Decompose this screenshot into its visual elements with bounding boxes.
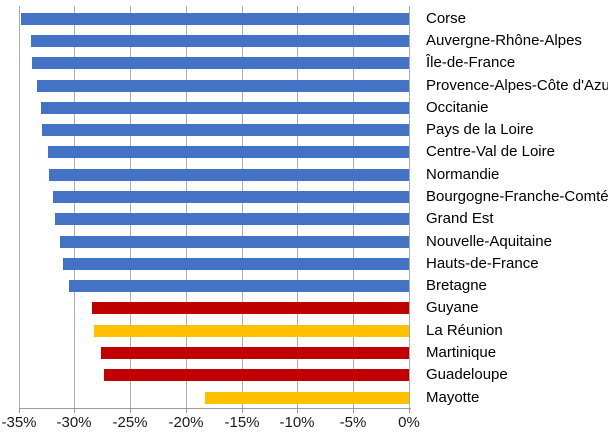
bar bbox=[63, 258, 409, 270]
x-axis-tick bbox=[186, 408, 187, 413]
bar bbox=[92, 302, 409, 314]
category-label: Occitanie bbox=[426, 99, 489, 116]
gridline bbox=[409, 6, 410, 408]
gridline bbox=[353, 6, 354, 408]
bar bbox=[37, 80, 409, 92]
bar bbox=[205, 392, 409, 404]
category-label: Martinique bbox=[426, 344, 497, 361]
bar bbox=[104, 369, 409, 381]
gridline bbox=[130, 6, 131, 408]
gridline bbox=[242, 6, 243, 408]
category-label: Guyane bbox=[426, 299, 479, 316]
x-axis-tick bbox=[19, 408, 20, 413]
x-axis-tick-label: -20% bbox=[168, 414, 204, 431]
x-axis-tick bbox=[409, 408, 410, 413]
bar bbox=[60, 236, 409, 248]
gridline bbox=[186, 6, 187, 408]
bar bbox=[31, 35, 409, 47]
category-label: Guadeloupe bbox=[426, 366, 508, 383]
category-label: La Réunion bbox=[426, 322, 503, 339]
x-axis-tick-label: -30% bbox=[56, 414, 92, 431]
gridline bbox=[297, 6, 298, 408]
x-axis-tick bbox=[242, 408, 243, 413]
bar bbox=[94, 325, 409, 337]
gridline bbox=[74, 6, 75, 408]
gridline bbox=[19, 6, 20, 408]
category-label: Normandie bbox=[426, 166, 500, 183]
category-label: Bourgogne-Franche-Comté bbox=[426, 188, 608, 205]
category-label: Île-de-France bbox=[426, 54, 516, 71]
category-label: Pays de la Loire bbox=[426, 121, 534, 138]
x-axis-line bbox=[19, 408, 411, 409]
category-label: Bretagne bbox=[426, 277, 487, 294]
x-axis-tick-label: -35% bbox=[1, 414, 37, 431]
category-label: Provence-Alpes-Côte d'Azu bbox=[426, 77, 608, 94]
category-label: Mayotte bbox=[426, 389, 480, 406]
x-axis-tick-label: -15% bbox=[224, 414, 260, 431]
x-axis-tick-label: 0% bbox=[398, 414, 420, 431]
bar bbox=[49, 169, 409, 181]
bar bbox=[41, 102, 409, 114]
category-label: Corse bbox=[426, 10, 467, 27]
category-label: Hauts-de-France bbox=[426, 255, 539, 272]
x-axis-tick-label: -5% bbox=[339, 414, 367, 431]
category-label: Nouvelle-Aquitaine bbox=[426, 233, 552, 250]
bar bbox=[32, 57, 409, 69]
category-label: Auvergne-Rhône-Alpes bbox=[426, 32, 582, 49]
x-axis-tick bbox=[353, 408, 354, 413]
bar bbox=[42, 124, 409, 136]
bar bbox=[101, 347, 409, 359]
bar bbox=[21, 13, 409, 25]
category-label: Centre-Val de Loire bbox=[426, 143, 555, 160]
x-axis-tick bbox=[130, 408, 131, 413]
x-axis-tick-label: -25% bbox=[112, 414, 148, 431]
x-axis-tick bbox=[297, 408, 298, 413]
bar bbox=[55, 213, 409, 225]
bar bbox=[53, 191, 409, 203]
bar bbox=[48, 146, 409, 158]
x-axis-tick bbox=[74, 408, 75, 413]
category-label: Grand Est bbox=[426, 210, 494, 227]
x-axis-tick-label: -10% bbox=[279, 414, 315, 431]
bar bbox=[69, 280, 409, 292]
